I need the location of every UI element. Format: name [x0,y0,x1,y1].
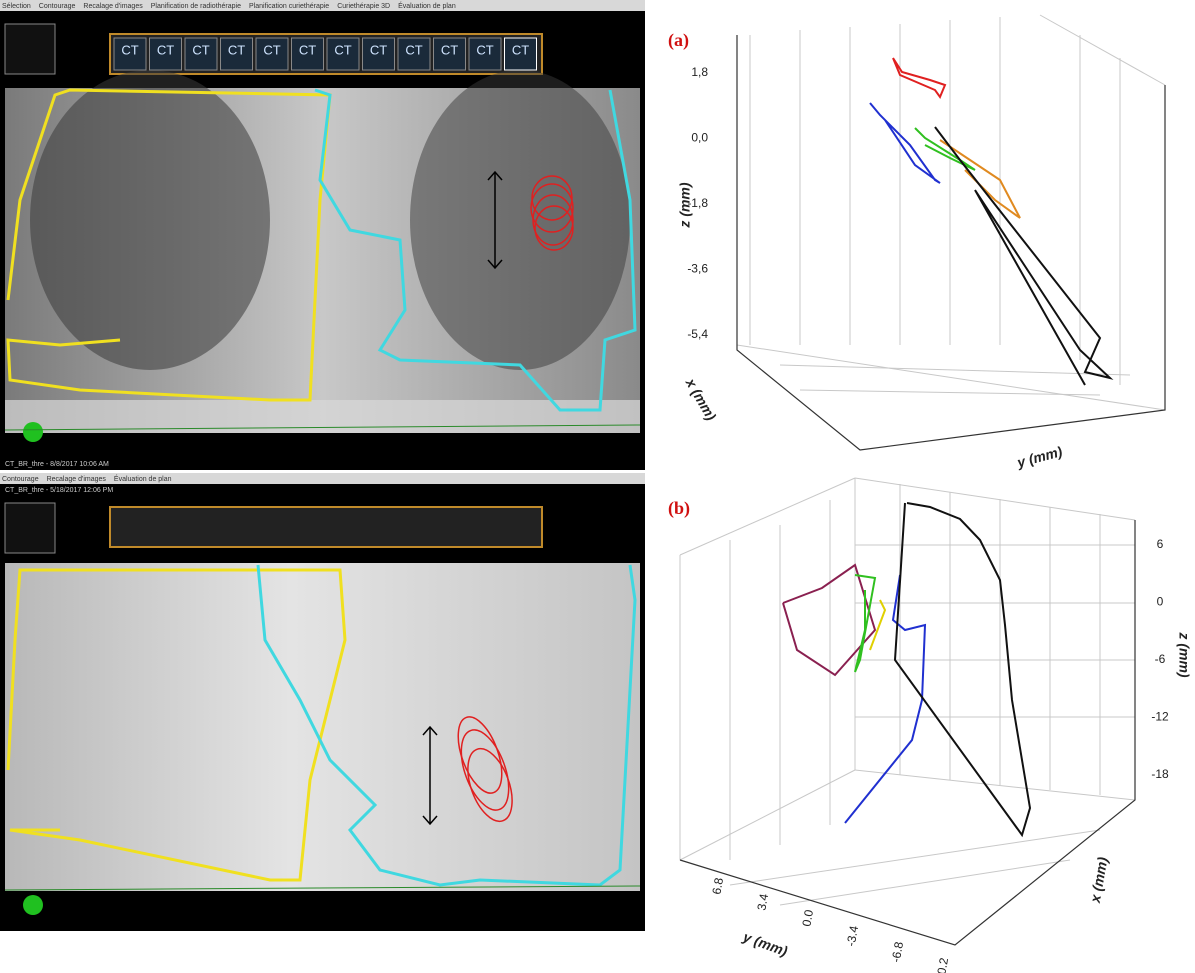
z-tick-label: 1,8 [691,65,708,79]
screenshot-top [0,0,645,470]
plot-b [679,477,1136,946]
thumbnail [504,37,537,71]
axes-frame [736,35,1166,451]
thumbnail-label: CT [192,42,209,57]
y-tick-label: 0.0 [799,908,816,927]
thumbnail [468,37,502,71]
baseline [4,885,641,891]
thumbnail-label: CT [157,42,174,57]
motion-arrow [487,170,503,270]
tab: Recalage d'images [83,3,143,10]
tab: Évaluation de plan [398,1,456,10]
tab: Curiethérapie 3D [337,3,390,10]
patient-icon [23,895,43,915]
y-axis-title: y (mm) [1014,443,1064,471]
lung [30,70,270,370]
thumbnail-label: CT [334,42,351,57]
contour-yellow [6,568,347,882]
thumbnail [184,37,218,71]
lung [410,70,630,370]
trajectory-black [893,502,1032,838]
thumbnail-label: CT [263,42,280,57]
grid [679,477,1136,906]
z-tick-label: -18 [1151,767,1169,781]
tab: Recalage d'images [47,476,107,483]
grid [736,14,1166,411]
orientation-box [4,502,56,554]
thumbnail-label: CT [370,42,387,57]
thumbnail [397,37,431,71]
tab-bar [0,0,645,11]
y-tick-label: 6.8 [709,876,726,895]
z-tick-label: 0,0 [691,131,708,145]
thumbnail-label: CT [476,42,493,57]
z-tick-label: -12 [1151,710,1169,724]
screenshot-bottom [0,473,645,931]
z-tick-label: 0 [1157,595,1164,609]
z-tick-label: -3,6 [687,262,708,276]
z-axis-title: z (mm) [677,182,693,228]
z-axis-title: z (mm) [1176,631,1192,677]
panel-label: (a) [668,30,689,51]
thumbnail [326,37,360,71]
patient-icon [23,422,43,442]
y-tick-label: -10.2 [933,956,952,973]
tumor-contours [530,175,574,251]
thumbnail-label: CT [405,42,422,57]
tab: Évaluation de plan [114,474,172,483]
trajectory-green [914,127,976,171]
tumor-contours [457,716,513,823]
status-text: CT_BR_thre - 8/8/2017 10:06 AM [5,461,109,468]
thumbnail [433,37,466,71]
z-tick-label: -1,8 [687,196,708,210]
trajectory-blue [844,574,927,824]
contour-yellow [6,88,332,402]
thumbnail [220,37,253,71]
thumbnail [291,37,324,71]
z-tick-label: 6 [1157,537,1164,551]
tab: Sélection [2,3,31,10]
z-tick-label: -6 [1155,652,1166,666]
trajectory-blue [869,102,941,184]
orientation-box [4,23,56,75]
x-axis-title: x (mm) [1087,855,1111,904]
trajectory-purple [782,563,877,677]
trajectory-green [854,574,877,673]
contour-cyan [314,88,637,412]
trajectory-yellow [869,599,887,651]
thumbnail [149,37,182,71]
thumbnail-label: CT [228,42,245,57]
thumbnail [255,37,289,71]
thumbnail [113,37,147,71]
tab-bar [0,473,645,484]
thumbnail-strip [109,506,543,548]
motion-arrow [422,725,438,826]
tab: Planification curiethérapie [249,3,329,10]
panel-label: (b) [668,498,690,519]
thumbnail-label: CT [512,42,529,57]
tab: Contourage [39,3,76,10]
plot-a [736,14,1166,451]
tab: Contourage [2,476,39,483]
y-axis-title: y (mm) [740,928,790,959]
tab: Planification de radiothérapie [151,3,241,10]
thumbnail-label: CT [121,42,138,57]
y-tick-label: -3.4 [844,924,861,947]
trajectory-orange [939,139,1021,219]
z-tick-label: -5,4 [687,327,708,341]
thumbnail-label: CT [441,42,458,57]
trajectory-red [892,57,947,100]
y-tick-label: -6.8 [889,940,906,963]
y-tick-label: 3.4 [754,892,771,911]
thumbnail [362,37,395,71]
status-text: CT_BR_thre - 5/18/2017 12:06 PM [5,487,113,494]
thumbnail-label: CT [299,42,316,57]
axes-frame [679,520,1136,946]
baseline [4,424,641,431]
table [5,400,640,433]
x-axis-title: x (mm) [682,375,719,424]
trajectory-black [934,126,1114,386]
contour-cyan [256,564,637,887]
